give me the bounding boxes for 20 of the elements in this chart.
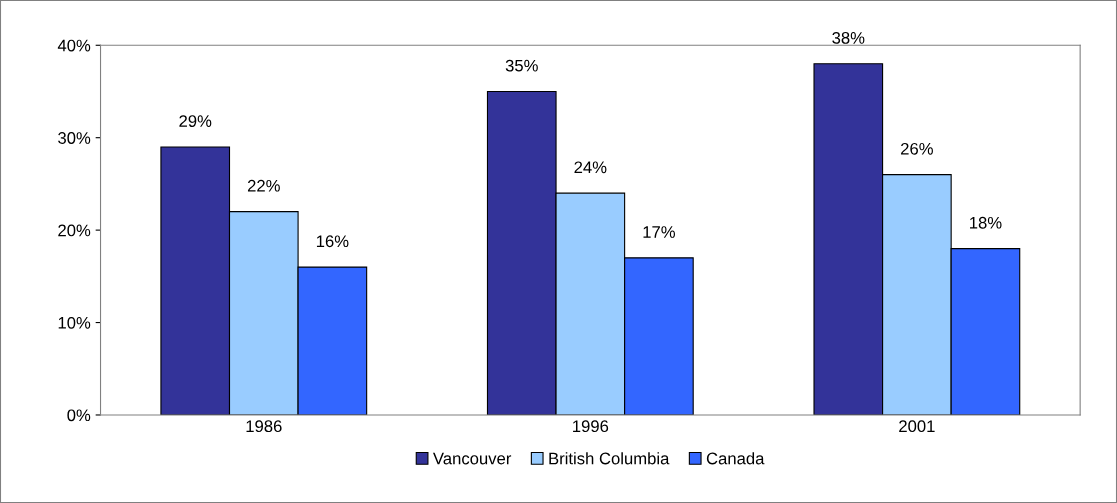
legend-label: Canada: [706, 452, 765, 465]
x-tick-label: 2001: [899, 420, 935, 433]
data-label: 18%: [970, 216, 1002, 229]
y-tick-label: 10%: [58, 316, 91, 329]
data-label: 24%: [574, 161, 607, 174]
data-label: 17%: [643, 226, 675, 238]
legend-label: British Columbia: [549, 452, 670, 465]
data-label: 29%: [179, 115, 212, 127]
y-tick-label: 0%: [67, 409, 91, 422]
y-tick-label: 20%: [58, 224, 91, 237]
data-label: 16%: [316, 235, 349, 248]
data-label: 26%: [901, 142, 933, 155]
x-tick-label: 1996: [573, 420, 609, 433]
data-label: 35%: [505, 59, 538, 72]
x-tick-label: 1986: [246, 420, 282, 433]
legend-label: Vancouver: [433, 452, 512, 465]
data-label: 38%: [832, 31, 865, 44]
y-tick-label: 40%: [57, 39, 91, 52]
y-tick-label: 30%: [58, 132, 91, 144]
data-label: 22%: [247, 179, 280, 192]
